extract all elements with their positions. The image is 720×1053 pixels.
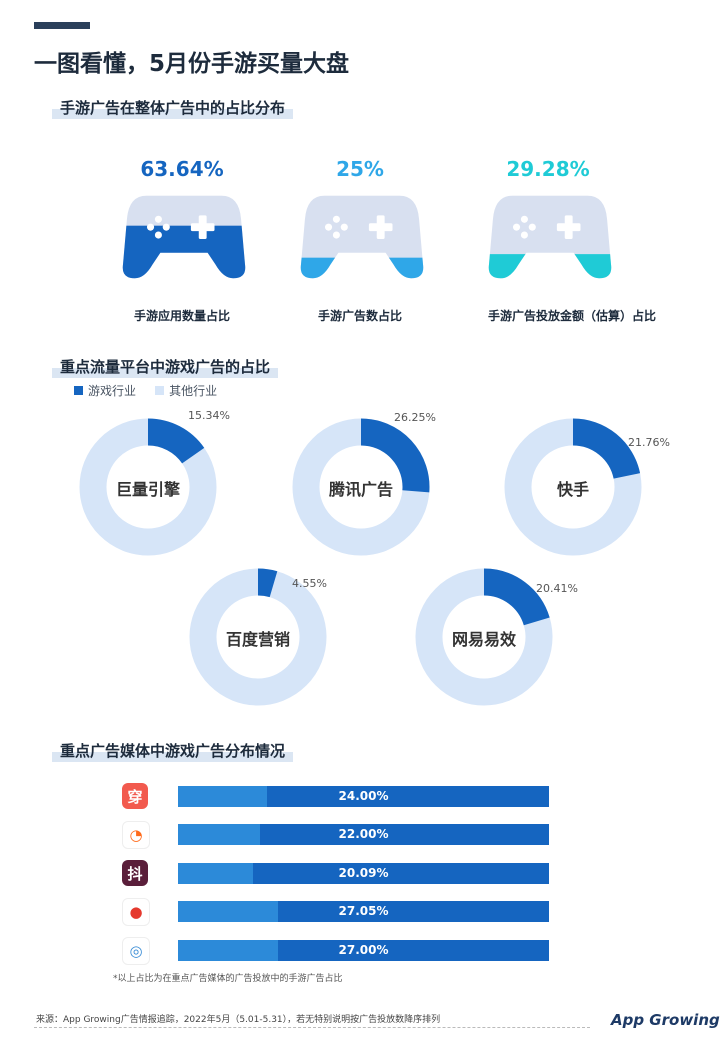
bar-value-segment xyxy=(178,786,267,807)
share-card: 29.28% 手游广告投放金额（估算）占比 xyxy=(488,155,657,324)
donut-percent-label: 15.34% xyxy=(188,409,230,422)
donut-platform-label: 巨量引擎 xyxy=(115,480,180,499)
gamepad-fill xyxy=(122,225,246,279)
donut-game-arc xyxy=(360,418,430,493)
bar-value-label: 27.05% xyxy=(338,904,389,918)
donut-chart xyxy=(79,418,217,556)
bar-track: 22.00% xyxy=(178,824,549,845)
chuan-app-icon: 穿 xyxy=(122,783,148,809)
section-title-platforms: 重点流量平台中游戏广告的占比 xyxy=(52,356,279,378)
donut-percent-label: 26.25% xyxy=(394,411,436,424)
legend-item-game: 游戏行业 xyxy=(74,384,136,398)
donut-game-arc xyxy=(147,418,205,464)
legend-label-game: 游戏行业 xyxy=(88,384,137,398)
legend-swatch-game xyxy=(74,386,83,395)
tomato-app-icon: ● xyxy=(122,898,150,926)
bar-value-label: 27.00% xyxy=(338,943,389,957)
gamepad-fill xyxy=(300,257,424,279)
legend-label-other: 其他行业 xyxy=(169,384,218,398)
gamepad-icon xyxy=(122,195,246,279)
donut-chart xyxy=(415,568,553,706)
donut-percent-label: 4.55% xyxy=(292,577,327,590)
donut-platform-label: 快手 xyxy=(556,480,589,499)
share-label: 手游广告数占比 xyxy=(317,309,402,323)
bar-value-segment xyxy=(178,901,279,922)
donut-game-arc xyxy=(257,568,278,598)
orange-app-icon: ◔ xyxy=(122,821,150,849)
source-note: 来源：App Growing广告情报追踪，2022年5月（5.01-5.31），… xyxy=(36,1015,441,1025)
share-card: 63.64% 手游应用数量占比 xyxy=(122,155,246,324)
bar-value-label: 20.09% xyxy=(338,866,389,880)
title-accent-bar xyxy=(34,22,90,29)
donut-percent-label: 21.76% xyxy=(628,436,670,449)
share-label: 手游广告投放金额（估算）占比 xyxy=(488,309,657,323)
donut-platform-label: 腾讯广告 xyxy=(328,480,393,499)
bar-value-segment xyxy=(178,824,260,845)
donut-game-arc xyxy=(483,568,550,626)
dou-app-icon: 抖 xyxy=(122,860,148,886)
donut-percent-label: 20.41% xyxy=(536,582,578,595)
section-title-media: 重点广告媒体中游戏广告分布情况 xyxy=(52,740,294,762)
donut-chart xyxy=(292,418,430,556)
section-title-share: 手游广告在整体广告中的占比分布 xyxy=(52,97,294,119)
footnote: *以上占比为在重点广告媒体的广告投放中的手游广告占比 xyxy=(113,974,343,984)
donut-chart xyxy=(504,418,642,556)
donut-legend: 游戏行业 其他行业 xyxy=(74,382,217,399)
bar-value-segment xyxy=(178,863,253,884)
donut-game-arc xyxy=(572,418,641,480)
page-title: 一图看懂，5月份手游买量大盘 xyxy=(34,51,350,77)
gamepad-icon xyxy=(300,195,424,279)
gamepad-fill xyxy=(488,254,612,279)
donut-platform-label: 网易易效 xyxy=(451,630,516,649)
bar-track: 27.05% xyxy=(178,901,549,922)
share-card: 25% 手游广告数占比 xyxy=(300,155,424,324)
footer-divider xyxy=(34,1027,590,1028)
bar-track: 27.00% xyxy=(178,940,549,961)
share-percent: 29.28% xyxy=(506,157,590,181)
bar-value-label: 24.00% xyxy=(338,789,389,803)
bar-track: 24.00% xyxy=(178,786,549,807)
legend-swatch-other xyxy=(155,386,165,395)
gamepad-icon xyxy=(488,195,612,279)
donut-platform-label: 百度营销 xyxy=(225,630,290,649)
donut-chart xyxy=(189,568,327,706)
bar-value-segment xyxy=(178,940,279,961)
share-label: 手游应用数量占比 xyxy=(133,309,230,323)
swirl-app-icon: ◎ xyxy=(122,937,150,965)
legend-item-other: 其他行业 xyxy=(155,384,217,398)
bar-track: 20.09% xyxy=(178,863,549,884)
share-percent: 25% xyxy=(336,157,384,181)
share-percent: 63.64% xyxy=(140,157,224,181)
bar-value-label: 22.00% xyxy=(338,827,389,841)
app-growing-logo: App Growing xyxy=(611,1011,720,1029)
